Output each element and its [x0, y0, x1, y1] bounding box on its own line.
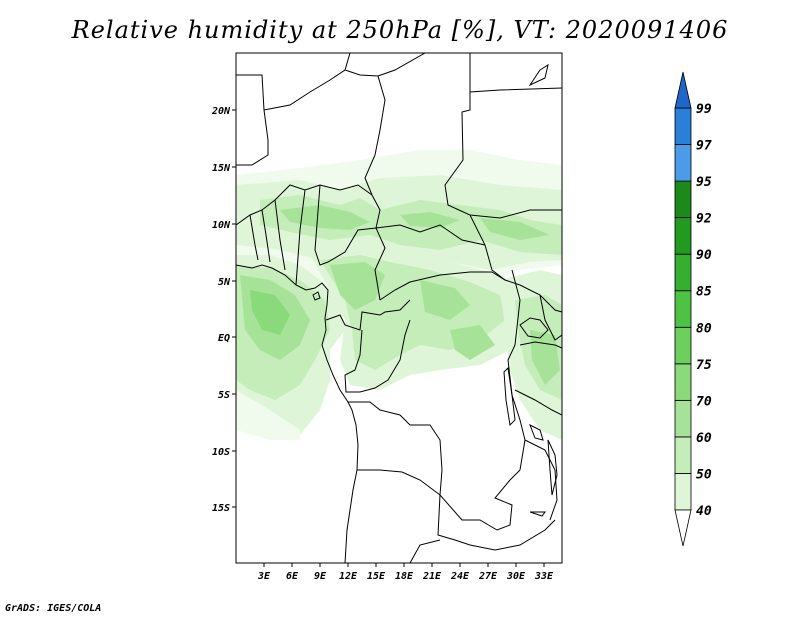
- lat-tick-label: 5S: [218, 390, 230, 401]
- colorbar-label: 40: [696, 504, 712, 519]
- latitude-axis: 20N 15N 10N 5N EQ 5S 10S 15S: [211, 106, 236, 514]
- lon-tick-label: 12E: [339, 571, 358, 582]
- rh-region-sahel-4: [280, 205, 550, 240]
- west-africa-coastline: [236, 264, 359, 563]
- lon-tick-label: 15E: [367, 571, 386, 582]
- lon-tick-label: 9E: [314, 571, 327, 582]
- lat-tick-label: 15S: [212, 503, 230, 514]
- lon-tick-label: 30E: [506, 571, 526, 582]
- colorbar-bottom-arrow: [674, 509, 692, 547]
- colorbar-top-arrow: [674, 71, 692, 109]
- colorbar-segment: [674, 180, 692, 219]
- lat-tick-label: 10S: [212, 447, 230, 458]
- colorbar-label: 50: [696, 467, 712, 482]
- colorbar-label: 90: [696, 248, 712, 263]
- colorbar-segment: [674, 363, 692, 401]
- colorbar-segment: [674, 290, 692, 328]
- lat-tick-label: 5N: [218, 277, 231, 288]
- lat-tick-label: EQ: [218, 333, 230, 344]
- colorbar-segment: [674, 107, 692, 145]
- colorbar: 40 50 60 70 75 80 85 90 92 95 97 99: [674, 71, 712, 547]
- lon-tick-label: 33E: [534, 571, 554, 582]
- longitude-axis: 3E 6E 9E 12E 15E 18E 21E 24E 27E 30E 33E: [257, 563, 554, 582]
- colorbar-segment: [674, 144, 692, 182]
- colorbar-segment: [674, 326, 692, 365]
- colorbar-label: 75: [696, 358, 712, 373]
- colorbar-segment: [674, 473, 692, 511]
- colorbar-label: 60: [696, 431, 712, 446]
- plot-frame: [235, 52, 563, 564]
- colorbar-label: 95: [696, 175, 712, 190]
- map-title: Relative humidity at 250hPa [%], VT: 202…: [71, 16, 729, 44]
- colorbar-label: 92: [696, 212, 712, 227]
- colorbar-label: 97: [696, 139, 712, 154]
- lat-tick-label: 10N: [212, 220, 231, 231]
- lon-tick-label: 21E: [422, 571, 442, 582]
- rh-region-car-3: [330, 262, 495, 360]
- lon-tick-label: 27E: [478, 571, 498, 582]
- lat-tick-label: 20N: [211, 106, 231, 117]
- colorbar-segment: [674, 436, 692, 474]
- lon-tick-label: 6E: [286, 571, 299, 582]
- colorbar-label: 99: [696, 102, 712, 117]
- rh-region-great-lakes-3: [530, 330, 560, 385]
- rh-region-gulf-4: [250, 290, 290, 335]
- colorbar-segment: [674, 253, 692, 292]
- colorbar-label: 80: [696, 321, 712, 336]
- lon-tick-label: 24E: [450, 571, 470, 582]
- lon-tick-label: 3E: [257, 571, 271, 582]
- country-borders: [236, 53, 562, 563]
- lon-tick-label: 18E: [395, 571, 414, 582]
- grads-credit: GrADS: IGES/COLA: [5, 603, 102, 614]
- colorbar-label: 70: [696, 394, 712, 409]
- rh-region-southwest: [236, 390, 300, 440]
- colorbar-label: 85: [696, 285, 712, 300]
- colorbar-segment: [674, 399, 692, 438]
- lat-tick-label: 15N: [212, 163, 231, 174]
- humidity-shading: [236, 150, 562, 440]
- colorbar-segment: [674, 217, 692, 255]
